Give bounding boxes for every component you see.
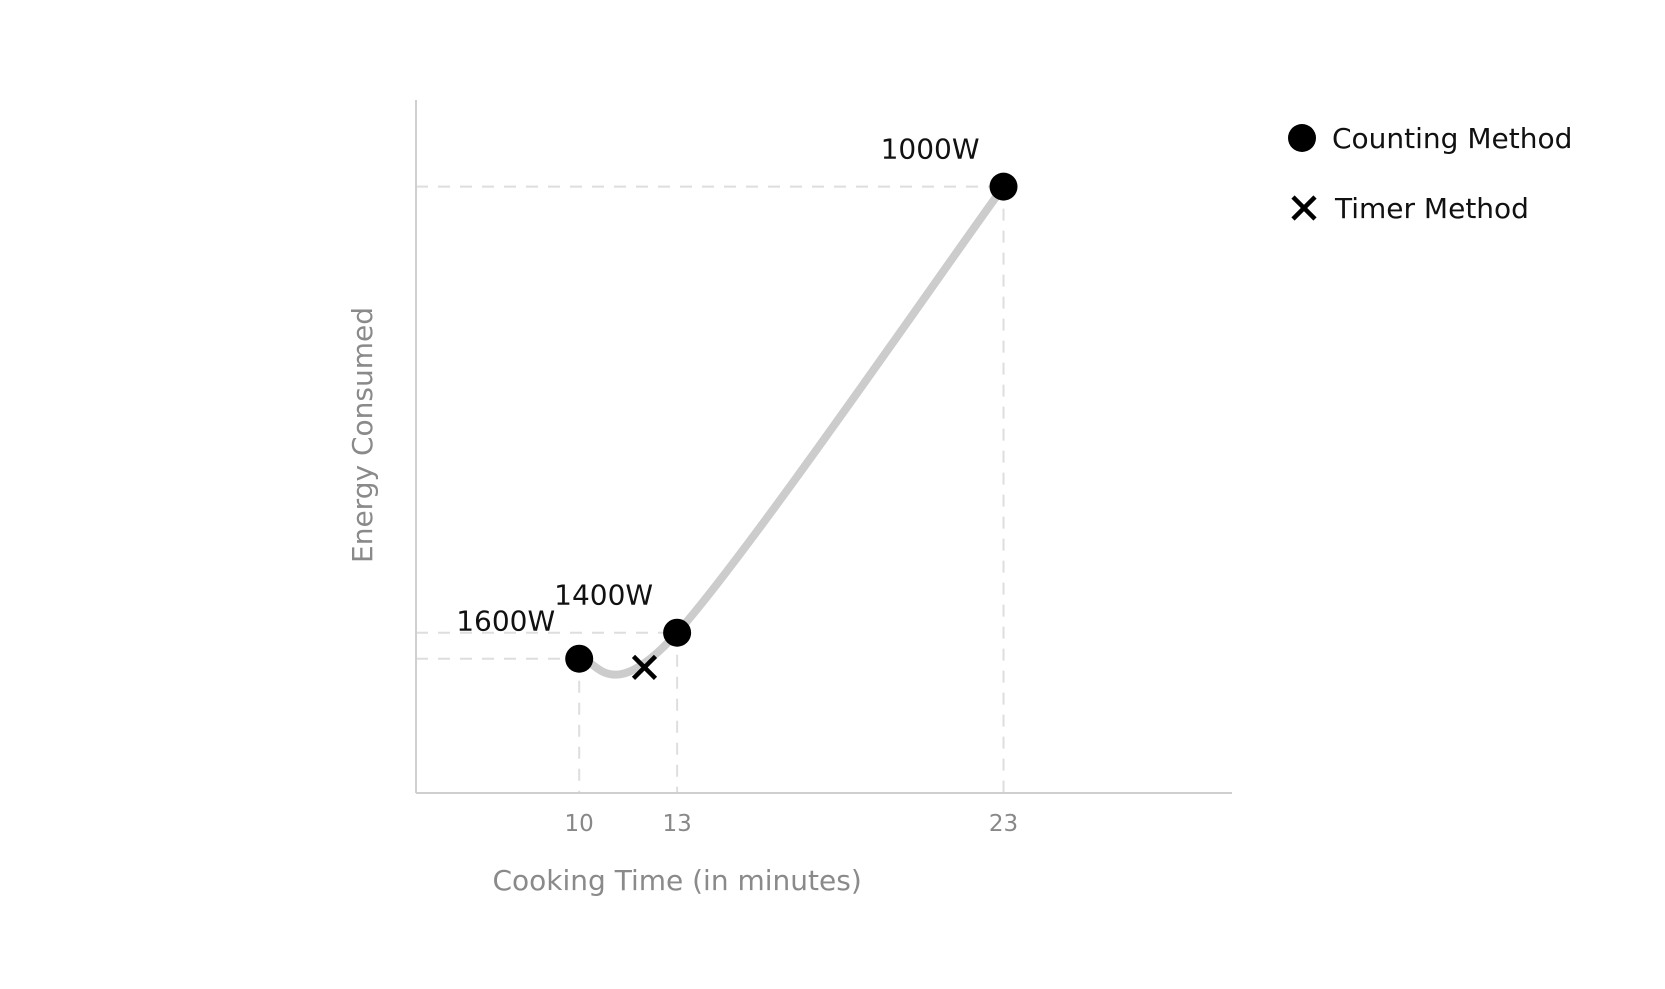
trend-curve: [575, 182, 1008, 679]
x-tick-label-13: 13: [662, 811, 691, 837]
legend-cross-stroke-b: [1291, 195, 1317, 221]
guide-lines: [416, 185, 1005, 793]
point-label-0: 1600W: [456, 605, 555, 638]
counting-point-1: [663, 618, 692, 647]
legend-cross-icon: [1291, 195, 1317, 221]
legend-circle-icon: [1288, 124, 1316, 152]
timer-point-0: [631, 654, 658, 680]
point-label-1: 1400W: [554, 579, 653, 612]
x-tick-label-10: 10: [565, 811, 594, 837]
y-axis-title: Energy Consumed: [346, 307, 379, 563]
legend-label-timer: Timer Method: [1334, 192, 1529, 225]
counting-point-2: [989, 172, 1018, 201]
legend-item-counting: Counting Method: [1288, 122, 1572, 155]
legend-item-timer: Timer Method: [1291, 192, 1529, 225]
data-points: [565, 172, 1018, 680]
x-tick-label-23: 23: [989, 811, 1018, 837]
point-label-2: 1000W: [881, 133, 980, 166]
counting-point-0: [565, 644, 594, 673]
legend-label-counting: Counting Method: [1332, 122, 1572, 155]
legend: Counting Method Timer Method: [1288, 122, 1572, 225]
timer-point-0-stroke-b: [631, 654, 658, 680]
x-tick-labels: 10 13 23: [565, 811, 1019, 837]
x-axis-title: Cooking Time (in minutes): [492, 864, 861, 897]
legend-cross: [1291, 195, 1317, 221]
